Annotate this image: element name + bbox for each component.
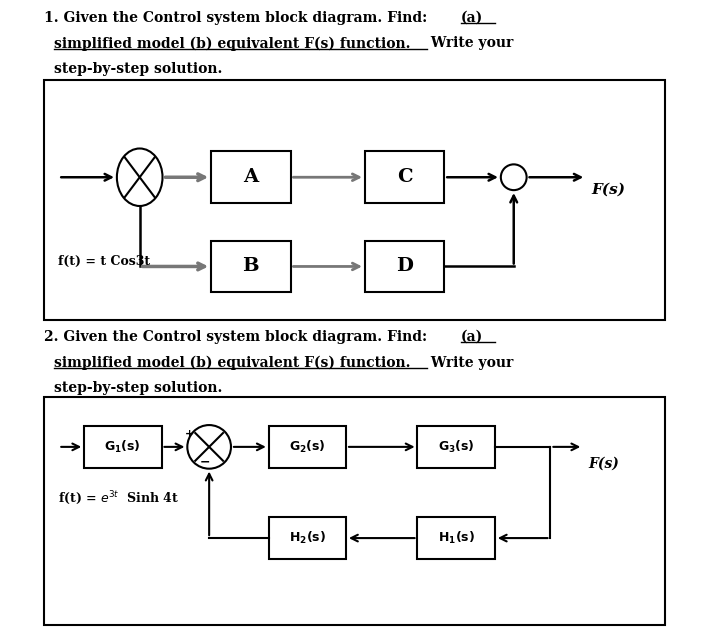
Ellipse shape [117, 149, 163, 206]
Text: 1. Given the Control system block diagram. Find:: 1. Given the Control system block diagra… [45, 11, 433, 25]
Text: 2. Given the Control system block diagram. Find:: 2. Given the Control system block diagra… [45, 330, 433, 344]
Text: D: D [396, 258, 413, 276]
Bar [84, 426, 161, 468]
Text: (a): (a) [461, 330, 484, 344]
Text: (a): (a) [461, 11, 484, 25]
Bar [365, 151, 445, 203]
Text: A: A [244, 168, 258, 186]
Text: $\mathbf{G_1(s)}$: $\mathbf{G_1(s)}$ [105, 439, 141, 455]
Bar [418, 426, 495, 468]
Text: simplified model (b) equivalent F(s) function.: simplified model (b) equivalent F(s) fun… [55, 36, 411, 51]
Bar [211, 151, 290, 203]
Text: $\mathbf{H_1(s)}$: $\mathbf{H_1(s)}$ [438, 530, 474, 546]
Bar [45, 80, 665, 320]
Text: B: B [243, 258, 259, 276]
Bar [45, 397, 665, 625]
Text: f(t) = $e^{3t}$  Sinh 4t: f(t) = $e^{3t}$ Sinh 4t [58, 489, 180, 507]
Text: step-by-step solution.: step-by-step solution. [55, 382, 223, 396]
Bar [211, 241, 290, 292]
Text: −: − [200, 456, 210, 468]
Bar [365, 241, 445, 292]
Text: $\mathbf{G_3(s)}$: $\mathbf{G_3(s)}$ [438, 439, 474, 455]
Text: Write your: Write your [426, 36, 514, 50]
Text: step-by-step solution.: step-by-step solution. [55, 63, 223, 77]
Text: C: C [396, 168, 413, 186]
Text: f(t) = t Cos3t: f(t) = t Cos3t [58, 255, 151, 268]
Circle shape [501, 165, 527, 190]
Text: $\mathbf{H_2(s)}$: $\mathbf{H_2(s)}$ [289, 530, 326, 546]
Text: Write your: Write your [426, 355, 514, 369]
Circle shape [188, 425, 231, 469]
Bar [268, 517, 346, 559]
Bar [268, 426, 346, 468]
Text: +: + [185, 429, 194, 439]
Text: simplified model (b) equivalent F(s) function.: simplified model (b) equivalent F(s) fun… [55, 355, 411, 370]
Text: $\mathbf{G_2(s)}$: $\mathbf{G_2(s)}$ [289, 439, 326, 455]
Text: F(s): F(s) [591, 183, 625, 197]
Bar [418, 517, 495, 559]
Text: F(s): F(s) [588, 457, 619, 471]
